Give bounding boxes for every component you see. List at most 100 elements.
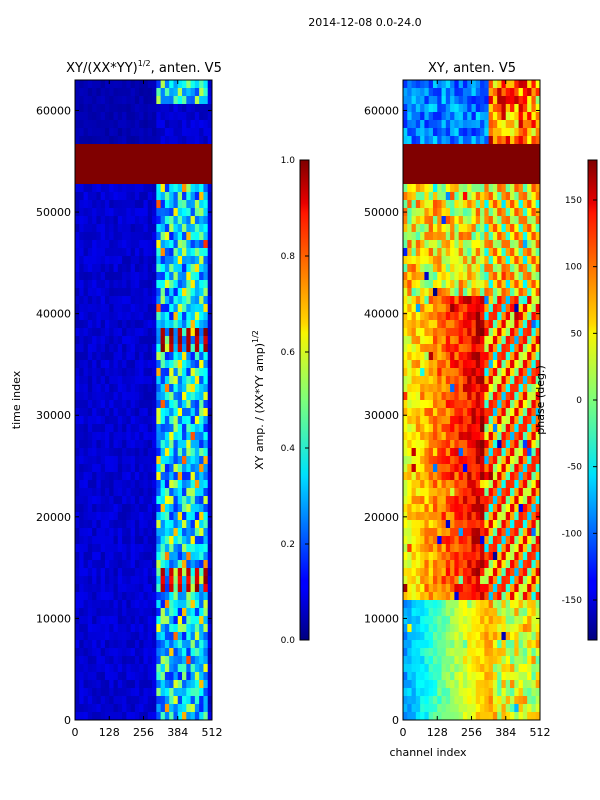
heatmap-cell [126, 320, 132, 329]
heatmap-cell [160, 376, 166, 385]
heatmap-cell [173, 104, 179, 113]
heatmap-cell [177, 320, 183, 329]
heatmap-cell [531, 328, 537, 337]
heatmap-cell [126, 312, 132, 321]
heatmap-cell [173, 136, 179, 145]
heatmap-cell [454, 256, 460, 265]
heatmap-cell [104, 504, 110, 513]
heatmap-cell [467, 280, 473, 289]
heatmap-cell [100, 360, 106, 369]
heatmap-cell [428, 464, 434, 473]
heatmap-cell [535, 504, 540, 513]
heatmap-cell [194, 640, 200, 649]
heatmap-cell [100, 416, 106, 425]
heatmap-cell [424, 408, 430, 417]
heatmap-cell [134, 200, 140, 209]
heatmap-cell [104, 392, 110, 401]
heatmap-cell [83, 344, 89, 353]
heatmap-cell [454, 456, 460, 465]
heatmap-cell [182, 456, 187, 465]
heatmap-cell [139, 536, 145, 545]
heatmap-cell [194, 424, 200, 433]
heatmap-cell [199, 704, 205, 713]
heatmap-cell [535, 512, 540, 521]
heatmap-cell [471, 208, 477, 217]
heatmap-cell [424, 184, 430, 193]
heatmap-cell [411, 184, 417, 193]
heatmap-cell [420, 304, 426, 313]
heatmap-cell [484, 504, 490, 513]
heatmap-cell [177, 552, 183, 561]
heatmap-cell [531, 648, 537, 657]
heatmap-cell [113, 104, 119, 113]
heatmap-cell [126, 520, 132, 529]
heatmap-cell [134, 496, 140, 505]
heatmap-cell [75, 584, 80, 593]
heatmap-cell [514, 104, 520, 113]
heatmap-cell [147, 432, 153, 441]
heatmap-cell [109, 384, 115, 393]
heatmap-cell [458, 576, 464, 585]
heatmap-cell [199, 624, 205, 633]
heatmap-cell [441, 384, 447, 393]
heatmap-cell [100, 264, 106, 273]
heatmap-cell [177, 472, 183, 481]
xtick-label: 384 [167, 726, 188, 739]
heatmap-cell [156, 552, 162, 561]
heatmap-cell [527, 312, 533, 321]
heatmap-cell [87, 528, 93, 537]
heatmap-cell [113, 688, 119, 697]
heatmap-cell [100, 112, 106, 121]
heatmap-cell [113, 504, 119, 513]
heatmap-cell [160, 296, 166, 305]
heatmap-cell [445, 216, 451, 225]
heatmap-cell [488, 272, 494, 281]
heatmap-cell [190, 216, 196, 225]
heatmap-cell [156, 576, 162, 585]
heatmap-cell [424, 600, 430, 609]
heatmap-cell [164, 384, 170, 393]
heatmap-cell [415, 224, 421, 233]
heatmap-cell [104, 304, 110, 313]
heatmap-cell [462, 232, 468, 241]
heatmap-cell [92, 560, 98, 569]
heatmap-cell [164, 432, 170, 441]
colorbar-tick-label: 0.8 [281, 252, 296, 262]
heatmap-cell [126, 568, 132, 577]
heatmap-cell [126, 392, 132, 401]
heatmap-cell [160, 688, 166, 697]
heatmap-cell [420, 640, 426, 649]
heatmap-cell [143, 672, 149, 681]
heatmap-cell [164, 296, 170, 305]
heatmap-cell [420, 576, 426, 585]
heatmap-cell [432, 608, 438, 617]
heatmap-cell [83, 696, 89, 705]
heatmap-cell [113, 128, 119, 137]
heatmap-cell [458, 344, 464, 353]
heatmap-cell [424, 336, 430, 345]
heatmap-cell [527, 384, 533, 393]
heatmap-cell [117, 544, 123, 553]
heatmap-cell [518, 400, 524, 409]
heatmap-cell [156, 216, 162, 225]
heatmap-cell [207, 256, 212, 265]
heatmap-cell [415, 520, 421, 529]
heatmap-cell [445, 328, 451, 337]
heatmap-cell [475, 352, 481, 361]
heatmap-cell [152, 248, 157, 257]
heatmap-cell [488, 416, 494, 425]
heatmap-cell [143, 256, 149, 265]
heatmap-cell [462, 416, 468, 425]
heatmap-cell [424, 656, 430, 665]
heatmap-cell [92, 200, 98, 209]
heatmap-cell [156, 296, 162, 305]
heatmap-cell [109, 296, 115, 305]
heatmap-cell [467, 256, 473, 265]
heatmap-cell [177, 400, 183, 409]
heatmap-cell [484, 232, 490, 241]
heatmap-cell [437, 136, 443, 145]
heatmap-cell [445, 512, 451, 521]
heatmap-cell [531, 264, 537, 273]
heatmap-cell [510, 504, 515, 513]
heatmap-cell [458, 280, 464, 289]
